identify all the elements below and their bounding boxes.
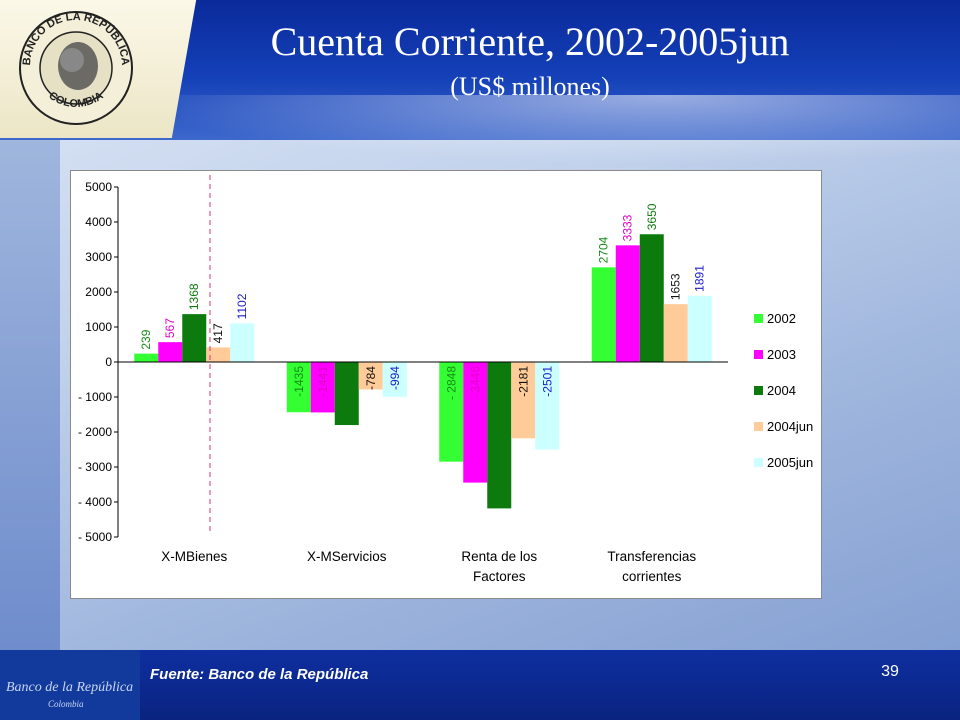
y-tick-label: 5000: [85, 180, 112, 194]
seal-text-bottom: COLOMBIA: [46, 90, 105, 110]
y-tick-label: 2000: [85, 285, 112, 299]
bar-2004-1: [334, 362, 359, 426]
data-label: 1102: [235, 293, 249, 319]
y-tick-label: 3000: [85, 250, 112, 264]
bar-2005jun-3: [687, 295, 712, 362]
category-label: X-MBienes: [161, 549, 227, 564]
data-label: 417: [211, 323, 225, 343]
legend-swatch-2004: [754, 386, 763, 395]
bar-2004-2: [487, 362, 512, 509]
slide-title: Cuenta Corriente, 2002-2005jun: [270, 19, 790, 64]
logo-box: BANCO DE LA REPÚBLICA COLOMBIA: [0, 0, 160, 138]
bar-2004jun-1: [358, 362, 383, 390]
data-label: -2181: [516, 366, 530, 397]
category-label: Transferencias: [607, 549, 696, 564]
source-note: Fuente: Banco de la República: [150, 666, 369, 683]
data-label: -994: [388, 366, 402, 390]
chart-area: 5000 4000 3000 2000 1000 0 - 1000 - 2000 - 3000 -…: [70, 170, 822, 599]
bar-2004jun-0: [206, 347, 231, 362]
legend-swatch-2005jun: [754, 458, 763, 467]
legend-label-2005jun: 2005jun: [767, 455, 813, 470]
data-label: -1435: [292, 366, 306, 397]
bar-2004-3: [639, 234, 664, 362]
bar-2003-2: [463, 362, 488, 483]
category-label: corrientes: [622, 569, 682, 584]
legend-label-2002: 2002: [767, 311, 796, 326]
y-tick-label: 1000: [85, 320, 112, 334]
data-label: -784: [364, 366, 378, 390]
bar-2003-1: [310, 362, 335, 413]
bar-2002-1: [286, 362, 311, 413]
data-label: -3446: [468, 366, 482, 397]
left-stripe: [0, 140, 60, 650]
legend-swatch-2004jun: [754, 422, 763, 431]
slide-subtitle: (US$ millones): [450, 72, 610, 101]
bar-2004-0: [182, 314, 207, 362]
category-label: Renta de los: [461, 549, 537, 564]
bar-2002-0: [134, 353, 159, 362]
category-label: X-MServicios: [307, 549, 387, 564]
y-tick-label: - 1000: [78, 390, 112, 404]
bar-2005jun-2: [535, 362, 560, 450]
data-label: - 2848: [444, 366, 458, 400]
bar-2005jun-1: [382, 362, 407, 397]
bar-2004jun-2: [511, 362, 536, 439]
footer-logo-sub: Colombia: [48, 699, 84, 709]
bar-2002-2: [439, 362, 464, 462]
legend-swatch-2002: [754, 314, 763, 323]
data-label: 1368: [187, 283, 201, 310]
footer-logo: [0, 650, 140, 720]
category-label: Factores: [473, 569, 526, 584]
y-tick-label: 0: [105, 355, 112, 369]
bar-2004jun-3: [663, 304, 688, 362]
legend-label-2004: 2004: [767, 383, 796, 398]
bar-2002-3: [591, 267, 616, 362]
data-label: 3650: [645, 203, 659, 230]
y-tick-label: - 5000: [78, 530, 112, 544]
bar-2003-3: [615, 245, 640, 362]
header-swoosh: [120, 95, 960, 165]
data-label: -2501: [540, 366, 554, 397]
data-label: 2704: [597, 236, 611, 263]
data-label: 239: [139, 329, 153, 349]
data-label: 1891: [693, 265, 707, 292]
y-tick-label: - 3000: [78, 460, 112, 474]
bar-chart: 5000 4000 3000 2000 1000 0 - 1000 - 2000 - 3000 -…: [78, 175, 813, 584]
data-label: 567: [163, 318, 177, 338]
y-tick-label: 4000: [85, 215, 112, 229]
legend-swatch-2003: [754, 350, 763, 359]
footer-logo-text: Banco de la República: [6, 680, 134, 695]
y-tick-label: - 4000: [78, 495, 112, 509]
footer-bar: [0, 650, 960, 720]
bar-2005jun-0: [230, 323, 255, 362]
page-number: 39: [881, 663, 899, 680]
bank-seal-icon: BANCO DE LA REPÚBLICA COLOMBIA: [19, 11, 133, 125]
data-label: 3333: [621, 214, 635, 241]
y-tick-label: - 2000: [78, 425, 112, 439]
data-label: -1801: [340, 366, 354, 397]
legend-label-2004jun: 2004jun: [767, 419, 813, 434]
data-label: 1653: [669, 273, 683, 300]
legend-label-2003: 2003: [767, 347, 796, 362]
data-label: -4183: [492, 366, 506, 397]
bar-2003-0: [158, 342, 183, 362]
data-label: -1441: [316, 366, 330, 397]
